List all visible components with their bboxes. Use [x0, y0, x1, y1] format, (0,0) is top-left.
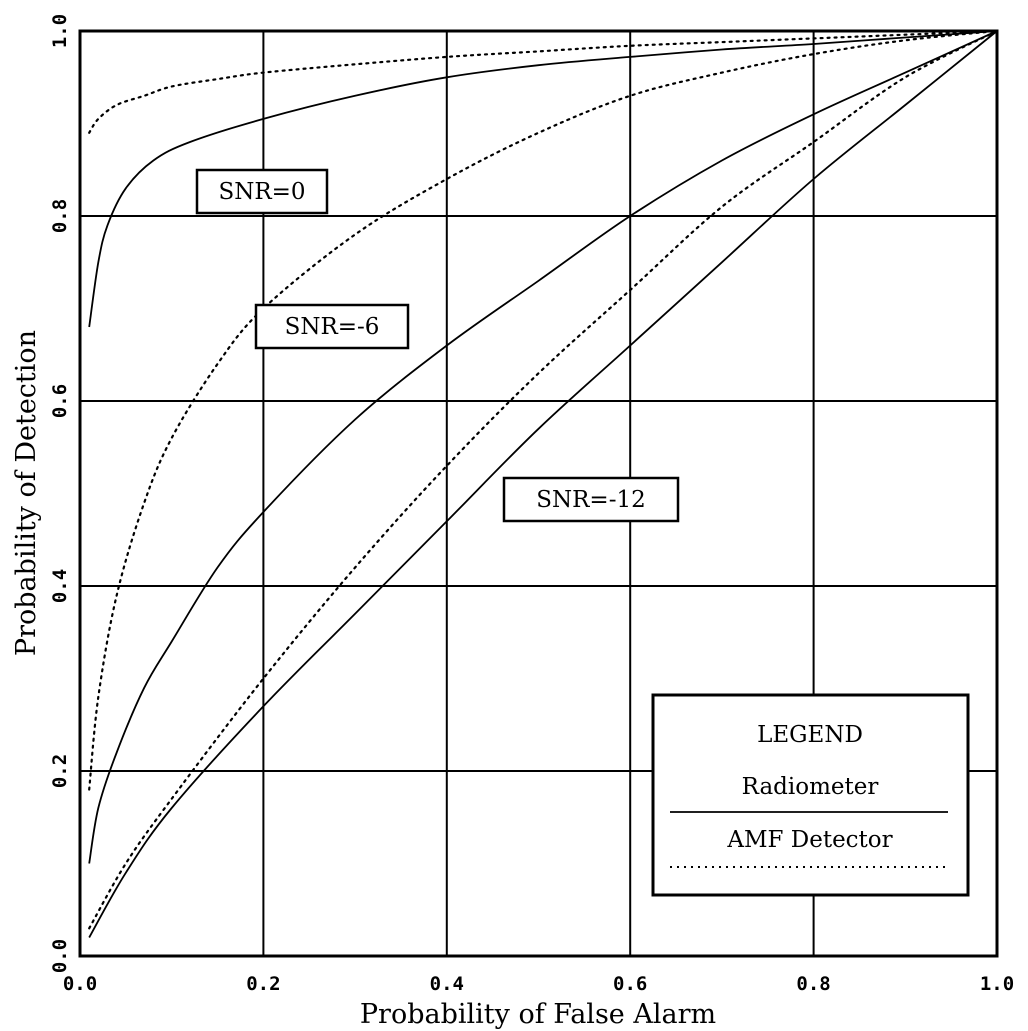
annotation-snr-0: SNR=0: [195, 168, 329, 215]
annotation-snr-minus-6-text: SNR=-6: [285, 314, 380, 340]
x-tick-label: 0.0: [63, 973, 97, 995]
legend-title: LEGEND: [757, 722, 863, 748]
annotation-snr-minus-12-text: SNR=-12: [536, 487, 646, 513]
plot-frame: [78, 29, 999, 958]
legend-entry-amf-detector: AMF Detector: [726, 827, 892, 853]
y-tick-label: 0.6: [49, 384, 71, 418]
series-line-radiometer-snr0: [88, 30, 998, 328]
x-tick-label: 0.2: [246, 973, 280, 995]
series-line-radiometer-snrminus6: [88, 30, 998, 864]
series-line-amf-detector-snrminus6: [88, 29, 999, 791]
x-tick-label: 0.4: [430, 973, 464, 995]
legend: LEGEND Radiometer AMF Detector: [651, 693, 970, 897]
y-tick-label: 1.0: [49, 14, 71, 48]
annotation-snr-minus-6: SNR=-6: [254, 303, 410, 350]
y-tick-label: 0.8: [49, 199, 71, 233]
series-lines: [88, 29, 999, 938]
series-line-radiometer-snrminus12: [88, 30, 998, 938]
x-tick-label: 0.6: [613, 973, 647, 995]
x-tick-label: 0.8: [796, 973, 830, 995]
x-axis-title: Probability of False Alarm: [360, 999, 716, 1030]
y-tick-label: 0.4: [49, 569, 71, 603]
y-tick-label: 0.2: [49, 754, 71, 788]
legend-entry-radiometer: Radiometer: [742, 774, 879, 800]
y-tick-labels: 0.0 0.2 0.4 0.6 0.8 1.0: [49, 14, 71, 973]
y-axis-title: Probability of Detection: [11, 330, 42, 656]
annotation-snr-0-text: SNR=0: [218, 179, 305, 205]
x-tick-label: 1.0: [980, 973, 1014, 995]
x-tick-labels: 0.0 0.2 0.4 0.6 0.8 1.0: [63, 973, 1014, 995]
y-tick-label: 0.0: [49, 939, 71, 973]
annotation-snr-minus-12: SNR=-12: [502, 476, 680, 523]
series-line-amf-detector-snr0: [88, 29, 999, 134]
